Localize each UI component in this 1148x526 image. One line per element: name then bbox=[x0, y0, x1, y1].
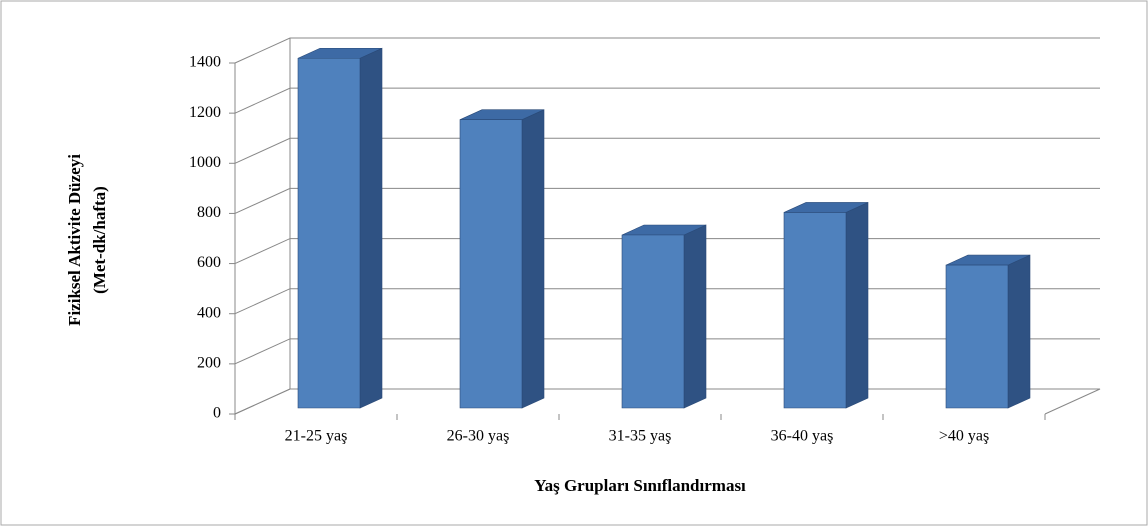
y-tick-label: 1400 bbox=[189, 54, 221, 71]
grid-line bbox=[234, 137, 1100, 164]
bar-side bbox=[683, 224, 707, 409]
grid-line bbox=[234, 87, 1100, 114]
y-axis-title: (Met-dk/hafta) bbox=[90, 186, 109, 294]
bar bbox=[945, 254, 1031, 409]
bar bbox=[621, 224, 707, 409]
bar-side bbox=[359, 47, 383, 409]
bar bbox=[783, 201, 869, 409]
bar bbox=[297, 47, 383, 409]
y-tick-label: 1200 bbox=[189, 104, 221, 121]
x-tick-label: 36-40 yaş bbox=[771, 428, 834, 445]
grid-line bbox=[234, 187, 1100, 214]
y-tick-label: 0 bbox=[213, 405, 221, 422]
x-axis-title: Yaş Grupları Sınıflandırması bbox=[534, 476, 746, 495]
bar-front bbox=[945, 264, 1009, 409]
bar-side bbox=[1007, 254, 1031, 409]
bar-front bbox=[783, 212, 847, 409]
y-tick-label: 1000 bbox=[189, 154, 221, 171]
y-axis-title: Fiziksel Aktivite Düzeyi bbox=[65, 154, 84, 326]
x-tick-label: 31-35 yaş bbox=[609, 428, 672, 445]
x-tick-label: >40 yaş bbox=[939, 428, 989, 445]
x-tick-label: 26-30 yaş bbox=[447, 428, 510, 445]
bar-side bbox=[521, 109, 545, 409]
x-tick-label: 21-25 yaş bbox=[285, 428, 348, 445]
y-tick-label: 800 bbox=[197, 204, 221, 221]
bar bbox=[459, 109, 545, 409]
bar-front bbox=[459, 119, 523, 409]
bar-front bbox=[297, 57, 361, 409]
y-tick-label: 600 bbox=[197, 254, 221, 271]
bar-side bbox=[845, 201, 869, 409]
y-tick-label: 400 bbox=[197, 304, 221, 321]
bar-front bbox=[621, 234, 685, 409]
grid-line bbox=[234, 37, 1100, 64]
y-tick-label: 200 bbox=[197, 355, 221, 372]
